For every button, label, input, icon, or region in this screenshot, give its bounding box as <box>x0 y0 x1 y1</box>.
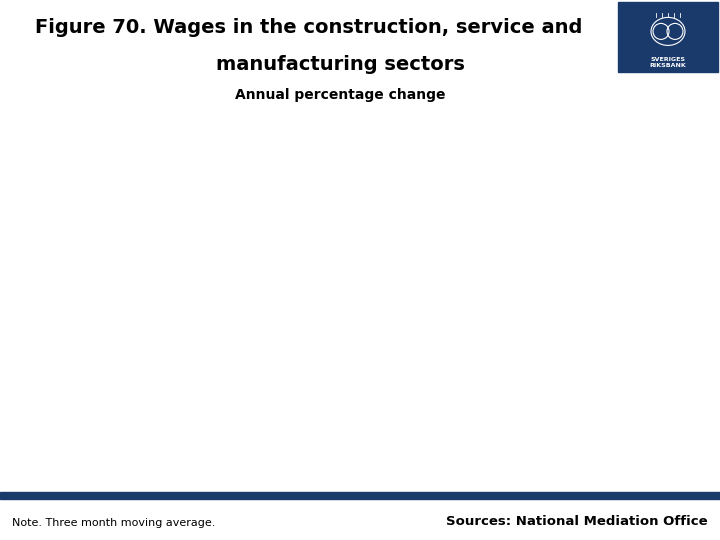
Text: SVERIGES
RIKSBANK: SVERIGES RIKSBANK <box>649 57 686 68</box>
Text: Figure 70. Wages in the construction, service and: Figure 70. Wages in the construction, se… <box>35 18 582 37</box>
Text: Sources: National Mediation Office: Sources: National Mediation Office <box>446 515 708 528</box>
Text: Note. Three month moving average.: Note. Three month moving average. <box>12 518 215 528</box>
Bar <box>0 492 720 499</box>
Text: manufacturing sectors: manufacturing sectors <box>215 55 464 74</box>
Bar <box>618 2 718 72</box>
Text: Annual percentage change: Annual percentage change <box>235 88 445 102</box>
